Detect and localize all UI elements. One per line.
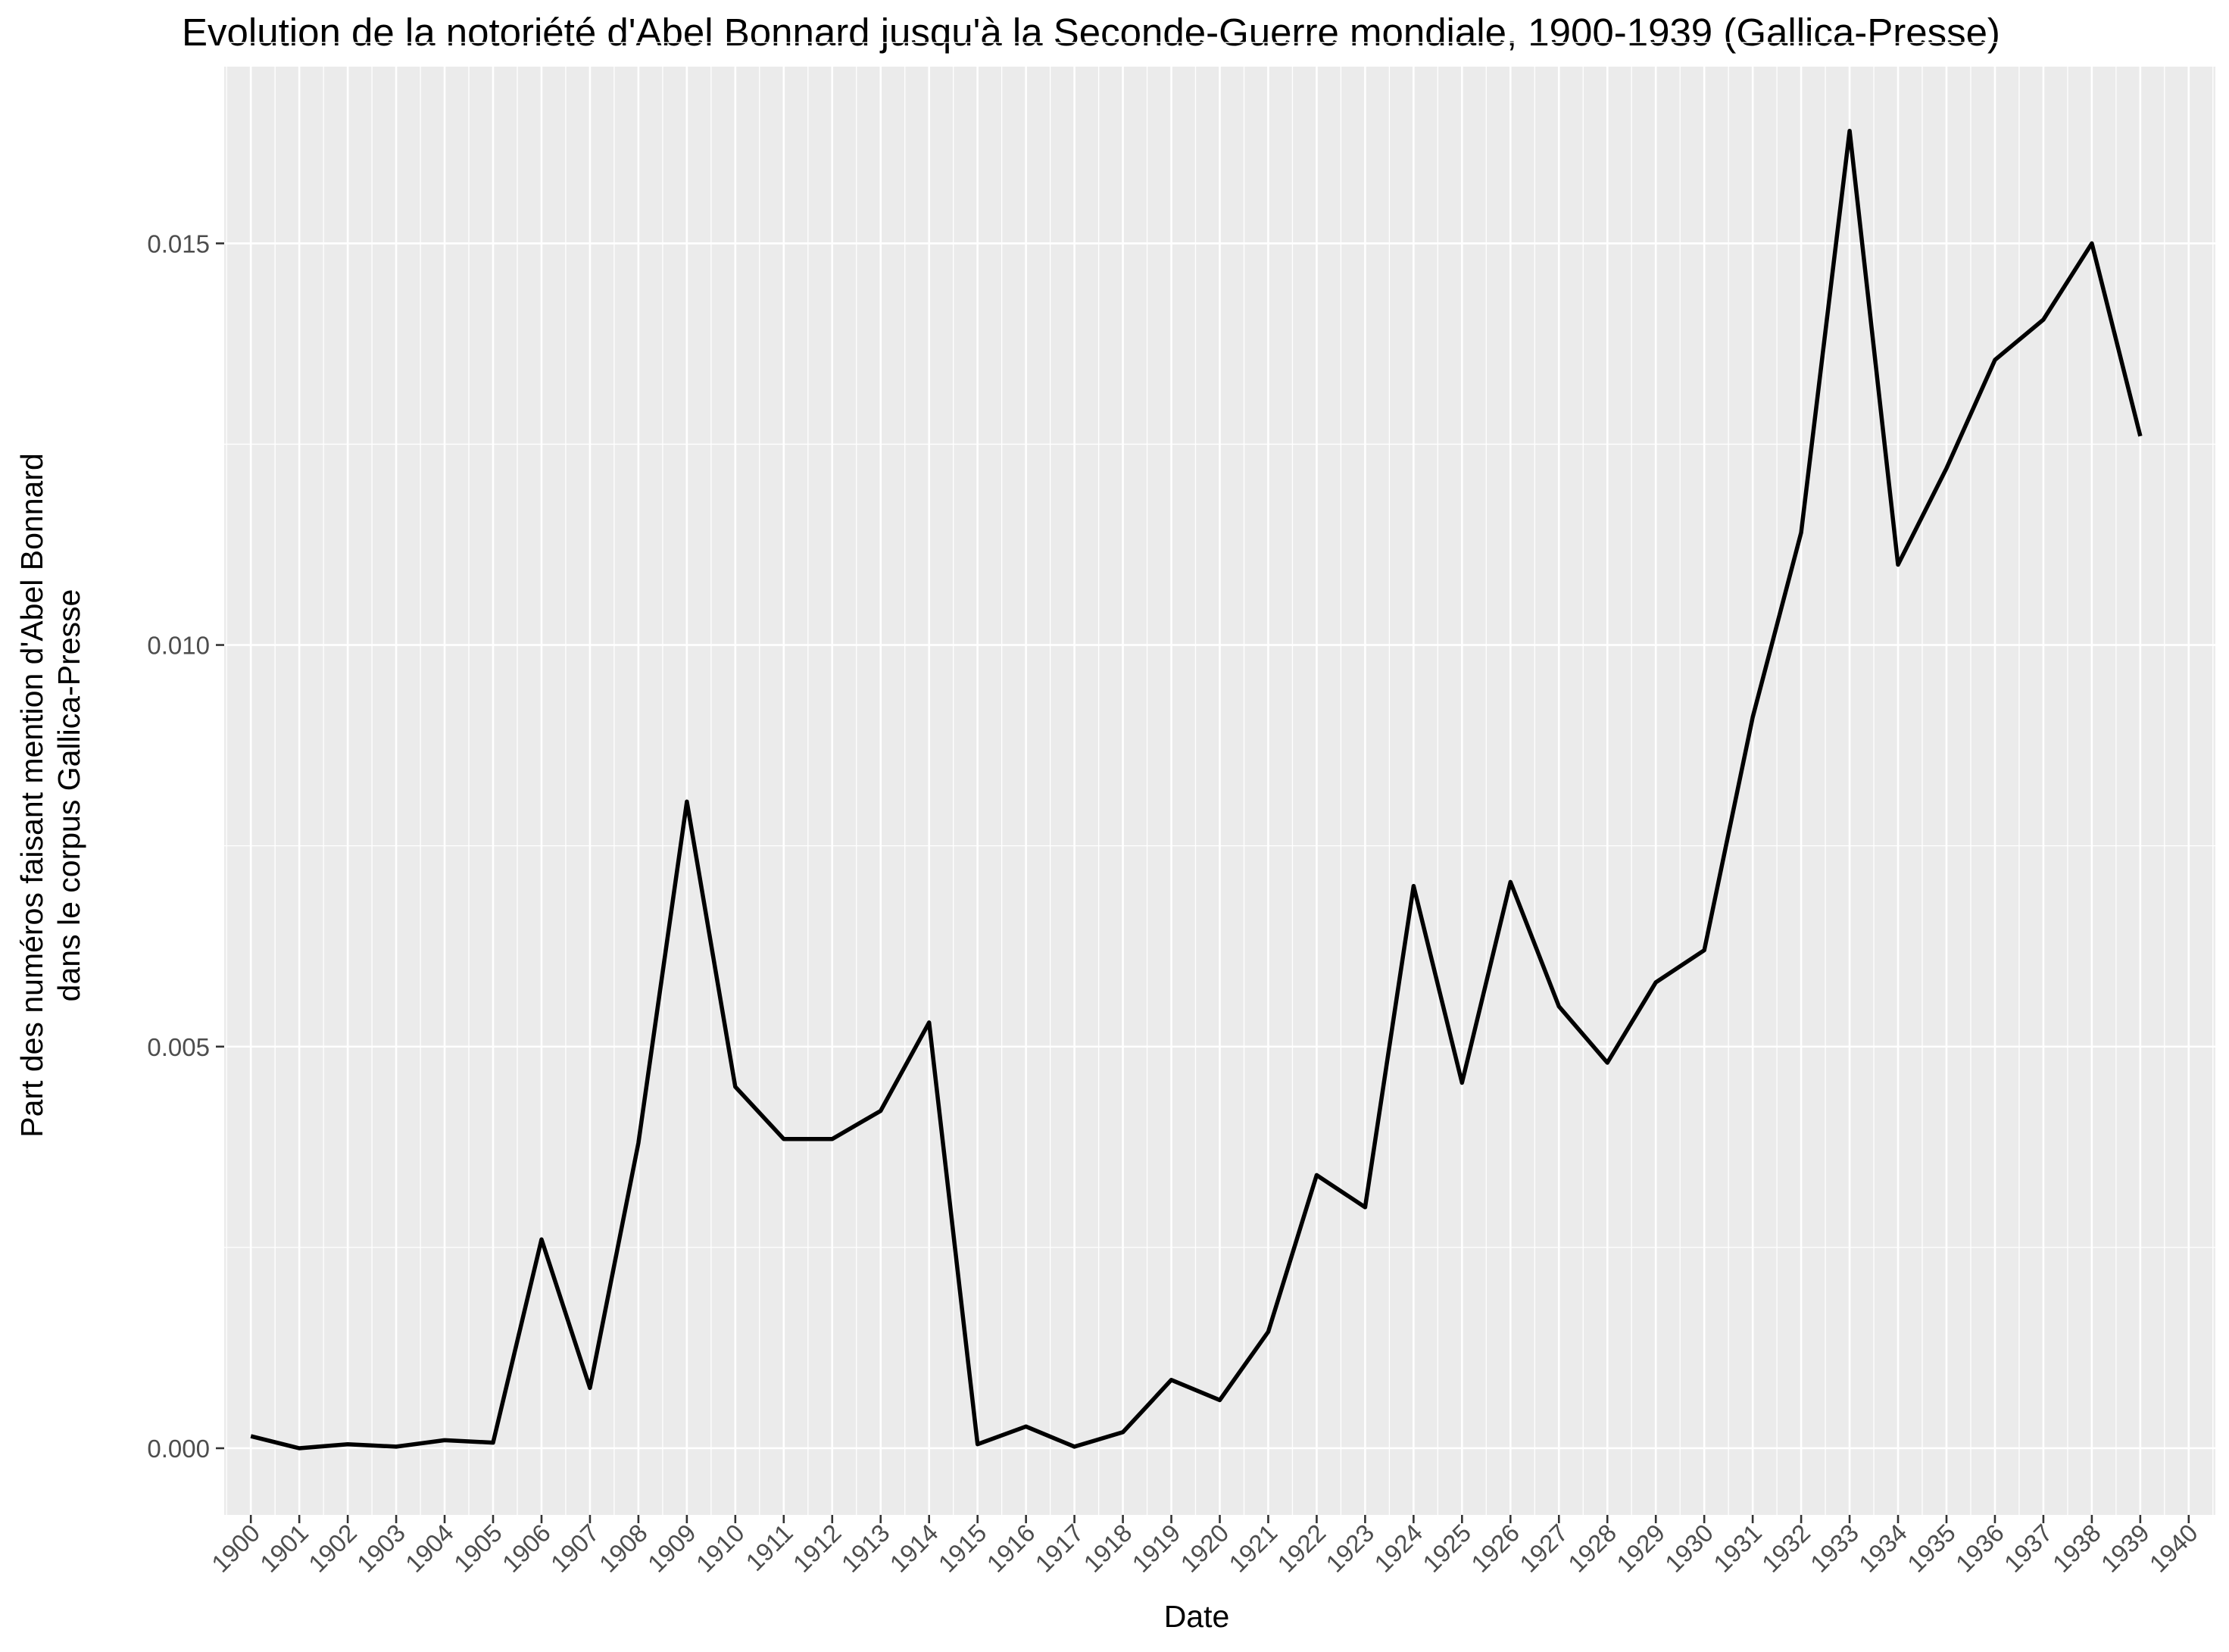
x-tick-label: 1912 — [788, 1519, 847, 1578]
x-tick-label: 1915 — [933, 1519, 992, 1578]
y-tick-label: 0.000 — [147, 1435, 210, 1463]
x-tick-label: 1927 — [1514, 1519, 1573, 1578]
series-line — [250, 129, 2143, 1451]
x-tick-label: 1918 — [1078, 1519, 1137, 1578]
x-tick-label: 1924 — [1369, 1519, 1428, 1578]
x-tick-label: 1919 — [1126, 1519, 1185, 1578]
x-tick-label: 1903 — [351, 1519, 411, 1578]
x-tick-label: 1928 — [1562, 1519, 1622, 1578]
x-tick-label: 1913 — [836, 1519, 895, 1578]
x-tick-label: 1908 — [594, 1519, 653, 1578]
x-tick-label: 1926 — [1466, 1519, 1525, 1578]
x-tick-label: 1934 — [1853, 1519, 1912, 1578]
x-axis-title: Date — [1164, 1599, 1230, 1634]
x-tick-label: 1933 — [1805, 1519, 1864, 1578]
x-tick-label: 1931 — [1708, 1519, 1767, 1578]
x-tick-label: 1932 — [1756, 1519, 1815, 1578]
x-tick-label: 1937 — [1999, 1519, 2058, 1578]
x-tick-label: 1904 — [400, 1519, 459, 1578]
y-axis-title-line-1: Part des numéros faisant mention d'Abel … — [14, 453, 49, 1138]
x-tick-label: 1900 — [206, 1519, 265, 1578]
x-axis: 1900190119021903190419051906190719081909… — [206, 1515, 2203, 1578]
x-tick-label: 1940 — [2144, 1519, 2203, 1578]
x-tick-label: 1907 — [545, 1519, 604, 1578]
y-axis: 0.000 0.005 0.010 0.015 — [147, 230, 224, 1463]
minor-gridlines — [224, 42, 2215, 1515]
y-axis-title-line-2: dans le corpus Gallica-Presse — [52, 589, 86, 1002]
x-tick-label: 1917 — [1029, 1519, 1088, 1578]
x-tick-label: 1905 — [448, 1519, 507, 1578]
y-tick-label: 0.005 — [147, 1033, 210, 1061]
major-gridlines — [224, 67, 2215, 1515]
x-tick-label: 1911 — [740, 1519, 798, 1576]
x-tick-label: 1902 — [303, 1519, 362, 1578]
x-tick-label: 1939 — [2096, 1519, 2155, 1578]
x-tick-label: 1935 — [1902, 1519, 1961, 1578]
x-tick-label: 1925 — [1417, 1519, 1476, 1578]
x-tick-label: 1910 — [691, 1519, 750, 1578]
x-tick-label: 1922 — [1272, 1519, 1331, 1578]
x-tick-label: 1914 — [885, 1519, 944, 1578]
x-tick-label: 1920 — [1175, 1519, 1234, 1578]
x-tick-label: 1938 — [2047, 1519, 2106, 1578]
x-tick-label: 1906 — [497, 1519, 556, 1578]
y-tick-label: 0.010 — [147, 632, 210, 660]
x-tick-label: 1936 — [1950, 1519, 2009, 1578]
x-tick-label: 1921 — [1223, 1519, 1282, 1578]
x-tick-label: 1929 — [1611, 1519, 1670, 1578]
y-tick-label: 0.015 — [147, 230, 210, 258]
x-tick-label: 1923 — [1320, 1519, 1379, 1578]
x-tick-label: 1916 — [982, 1519, 1041, 1578]
x-tick-label: 1901 — [254, 1519, 314, 1578]
chart-title: Evolution de la notoriété d'Abel Bonnard… — [182, 11, 2000, 54]
x-tick-label: 1930 — [1659, 1519, 1719, 1578]
x-tick-label: 1909 — [642, 1519, 701, 1578]
